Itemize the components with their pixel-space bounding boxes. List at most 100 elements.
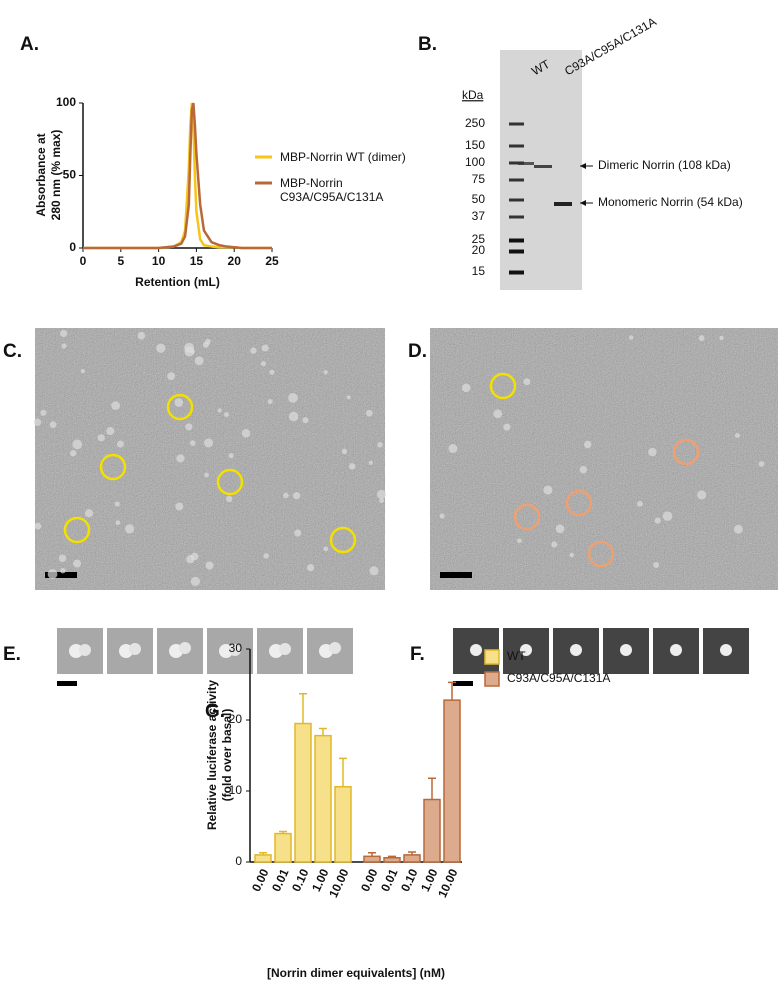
x-tick-label: 0.00 — [249, 866, 272, 893]
gel-image — [500, 50, 582, 290]
marker-label: 50 — [472, 192, 486, 206]
particle — [185, 423, 193, 431]
particle — [190, 576, 201, 587]
particle — [175, 502, 184, 511]
gel-annotation: Dimeric Norrin (108 kDa) — [598, 158, 731, 172]
particle — [346, 395, 351, 400]
ladder-band — [509, 215, 524, 219]
x-axis-label: Retention (mL) — [135, 275, 220, 289]
bar — [254, 854, 272, 863]
bar — [383, 856, 401, 863]
particle — [80, 369, 85, 374]
particle — [61, 343, 67, 349]
particle — [493, 409, 503, 419]
particle-circle — [216, 468, 244, 496]
error-bar — [368, 852, 376, 857]
particle — [583, 440, 592, 449]
particle-circle — [587, 540, 615, 568]
line — [83, 102, 272, 250]
x-tick-label: 10.00 — [435, 866, 461, 899]
panel-label: D. — [408, 341, 427, 362]
particle — [517, 538, 522, 544]
legend-label: MBP-Norrin WT (dimer) — [280, 150, 406, 164]
particle — [323, 546, 329, 552]
ladder-band — [509, 161, 524, 165]
x-tick-label: 15 — [190, 254, 204, 268]
marker-label: 37 — [472, 209, 486, 223]
particle — [348, 463, 356, 470]
bar — [363, 855, 381, 863]
class-blob — [129, 643, 141, 655]
line — [83, 102, 272, 250]
particle — [217, 408, 222, 413]
ladder-band — [509, 270, 524, 275]
particle-circle — [99, 453, 127, 481]
particle — [288, 393, 298, 403]
y-tick-label: 20 — [229, 712, 243, 726]
x-axis-label: [Norrin dimer equivalents] (nM) — [267, 966, 445, 980]
particle — [184, 342, 195, 353]
panel-label: G. — [205, 701, 225, 722]
particle — [60, 567, 66, 574]
particle — [302, 417, 309, 424]
particle — [323, 370, 328, 375]
particle — [111, 401, 120, 410]
particle — [288, 411, 299, 422]
ladder-band — [509, 144, 524, 148]
particle — [653, 562, 660, 568]
particle — [224, 412, 229, 418]
class-blob — [570, 644, 582, 656]
particle — [125, 524, 135, 534]
particle-circle — [63, 516, 91, 544]
class-blob — [179, 642, 191, 654]
particle — [260, 360, 267, 367]
bar — [274, 832, 292, 863]
bar — [294, 722, 312, 863]
particle — [261, 344, 269, 352]
particle — [448, 444, 458, 454]
particle — [637, 500, 643, 507]
x-tick-label: 0.01 — [378, 866, 401, 893]
y-tick-label: 100 — [56, 95, 76, 109]
ladder-band — [509, 238, 524, 243]
particle — [269, 369, 275, 375]
particle — [341, 448, 348, 455]
ladder-band — [509, 178, 524, 182]
particle — [116, 440, 124, 448]
particle — [115, 520, 121, 526]
x-tick-label: 0.01 — [269, 866, 292, 893]
class-blob — [79, 644, 91, 656]
y-tick-label: 30 — [229, 641, 243, 655]
bar — [423, 798, 441, 863]
particle — [662, 511, 673, 521]
particle — [461, 383, 471, 393]
particle — [241, 428, 251, 438]
particle — [186, 555, 195, 564]
particle — [697, 490, 707, 500]
particle — [34, 522, 42, 530]
particle — [628, 335, 634, 340]
particle — [379, 498, 385, 504]
particle — [294, 529, 302, 537]
particle — [263, 553, 269, 559]
marker-label: 25 — [472, 232, 486, 246]
class-blob — [670, 644, 682, 656]
marker-label: 20 — [472, 243, 486, 257]
class-blob — [520, 644, 532, 656]
gel-annotation: Monomeric Norrin (54 kDa) — [598, 195, 743, 209]
particle — [365, 409, 373, 417]
particle — [194, 356, 204, 366]
particle — [176, 454, 185, 463]
lane-label: C93A/C95A/C131A — [562, 15, 659, 79]
marker-label: 250 — [465, 116, 485, 130]
particle-circle — [329, 526, 357, 554]
particle — [555, 524, 565, 534]
gel-unit: kDa — [462, 88, 484, 102]
class-blob — [229, 644, 241, 656]
y-tick-label: 0 — [235, 854, 242, 868]
scale-bar — [45, 572, 77, 578]
particle-circle — [166, 393, 194, 421]
particle — [377, 442, 383, 448]
error-bar — [299, 692, 307, 724]
